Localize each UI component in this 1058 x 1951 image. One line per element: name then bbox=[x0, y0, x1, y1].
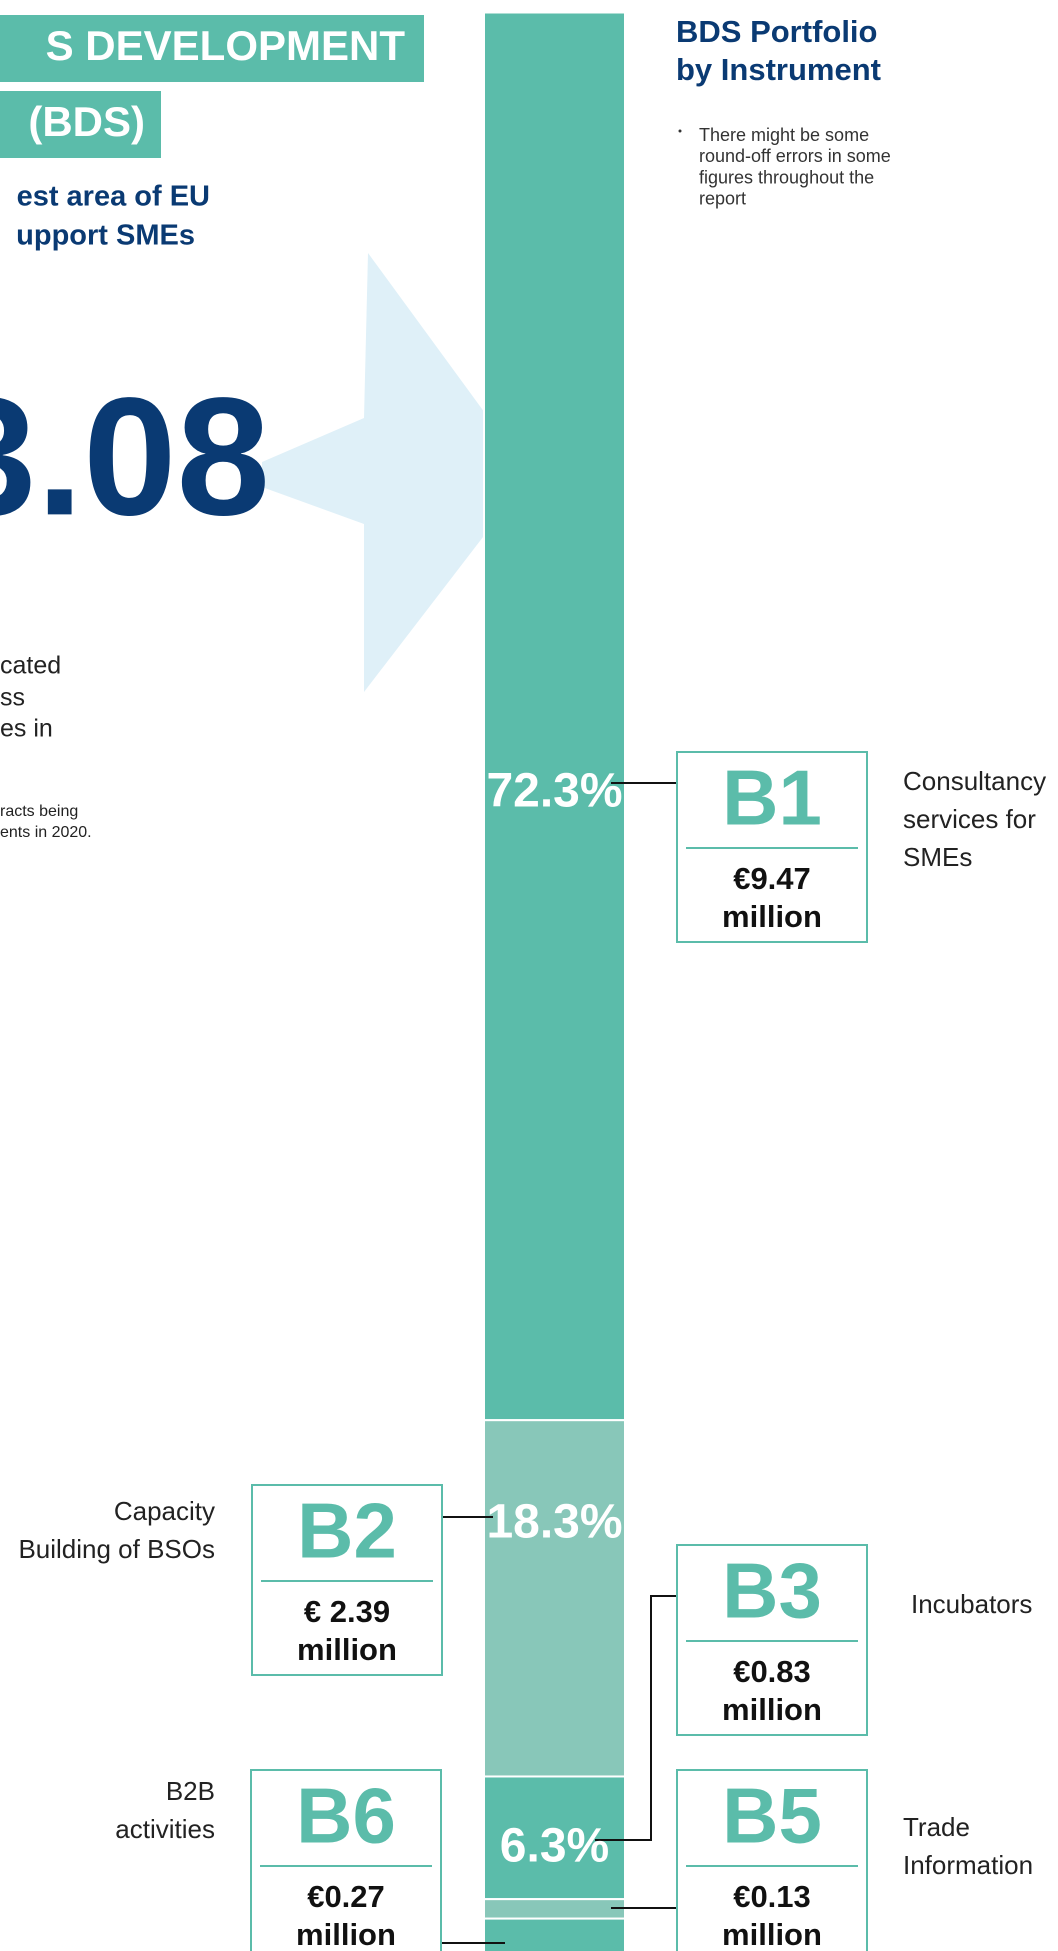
banner-box bbox=[0, 91, 161, 158]
note: There might be some bbox=[699, 125, 869, 145]
category-description: activities bbox=[115, 1814, 215, 1844]
amount: €0.27 bbox=[307, 1879, 385, 1914]
category-box bbox=[676, 1769, 868, 1951]
category-code: B2 bbox=[297, 1487, 397, 1575]
amount: million bbox=[722, 899, 822, 934]
category-code: B5 bbox=[722, 1772, 822, 1860]
note: report bbox=[699, 189, 746, 209]
footnote: racts being bbox=[0, 803, 78, 820]
amount: €9.47 bbox=[733, 861, 811, 896]
value-label: 6.3% bbox=[500, 1820, 609, 1873]
arrow-shape bbox=[262, 253, 493, 692]
total-figure: 3.08 bbox=[0, 362, 270, 550]
category-description: Information bbox=[903, 1850, 1033, 1880]
value-label: 18.3% bbox=[486, 1496, 622, 1549]
category-description: Building of BSOs bbox=[18, 1534, 215, 1564]
amount: million bbox=[296, 1917, 396, 1951]
category-description: services for bbox=[903, 804, 1036, 834]
banner-text: S DEVELOPMENT bbox=[46, 22, 406, 69]
chart-title: by Instrument bbox=[676, 52, 881, 87]
category-description: Trade bbox=[903, 1812, 970, 1842]
category-code: B1 bbox=[722, 754, 822, 842]
banner-box bbox=[0, 15, 424, 82]
category-code: B6 bbox=[296, 1772, 396, 1860]
amount: €0.83 bbox=[733, 1654, 811, 1689]
category-description: SMEs bbox=[903, 842, 972, 872]
description: cated bbox=[0, 652, 61, 680]
category-description: Consultancy bbox=[903, 766, 1046, 796]
amount: million bbox=[722, 1917, 822, 1951]
banner-text: (BDS) bbox=[28, 98, 145, 145]
amount: €0.13 bbox=[733, 1879, 811, 1914]
connector bbox=[595, 1595, 677, 1841]
category-description: Incubators bbox=[911, 1589, 1032, 1619]
chart-title: BDS Portfolio bbox=[676, 14, 878, 49]
category-description: B2B bbox=[166, 1776, 215, 1806]
subtitle: est area of EU bbox=[17, 181, 210, 213]
bar-segment bbox=[483, 1419, 626, 1778]
category-description: Capacity bbox=[114, 1496, 215, 1526]
value-label: 72.3% bbox=[486, 765, 622, 818]
amount: million bbox=[297, 1632, 397, 1667]
category-code: B3 bbox=[722, 1547, 822, 1635]
description: es in bbox=[0, 715, 53, 743]
note: figures throughout the bbox=[699, 167, 874, 187]
bullet bbox=[678, 129, 682, 133]
bar-segment bbox=[483, 1917, 626, 1951]
bar-segment bbox=[483, 11, 626, 1422]
note: round-off errors in some bbox=[699, 146, 891, 166]
amount: € 2.39 bbox=[304, 1594, 390, 1629]
description: ss bbox=[0, 684, 25, 712]
category-box bbox=[250, 1769, 442, 1951]
bar-segment bbox=[483, 1898, 626, 1920]
amount: million bbox=[722, 1692, 822, 1727]
subtitle: upport SMEs bbox=[16, 220, 195, 252]
footnote: ents in 2020. bbox=[0, 824, 92, 841]
